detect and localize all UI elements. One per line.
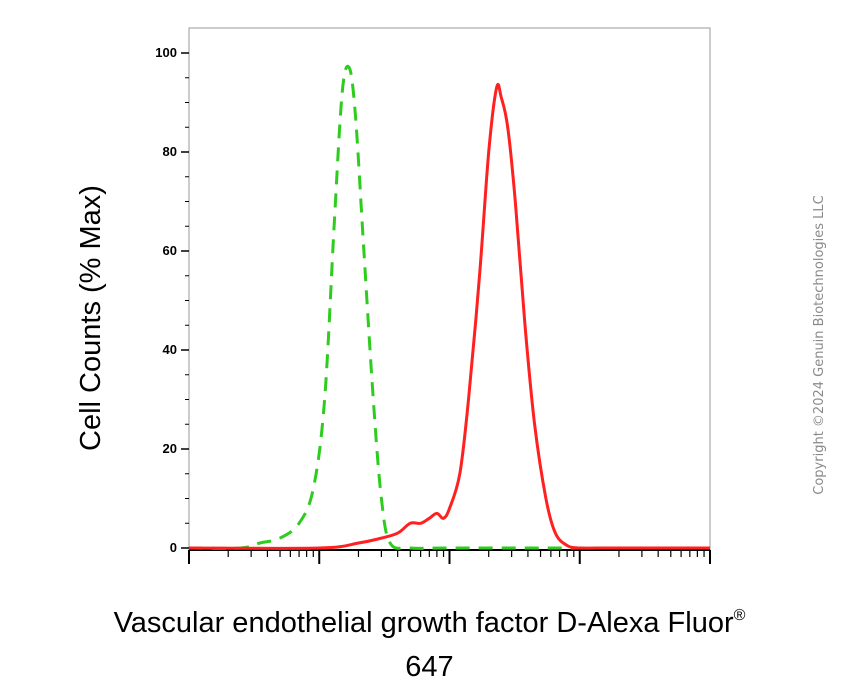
y-axis-label: Cell Counts (% Max): [75, 185, 107, 451]
x-axis-label-superscript: ®: [733, 607, 746, 624]
copyright-watermark: Copyright ©2024 Genuin Biotechnologies L…: [812, 195, 827, 494]
x-axis-label-text: Vascular endothelial growth factor D-Ale…: [113, 607, 734, 639]
y-tick-label: 100: [155, 45, 177, 60]
x-axis-label-line2: 647: [405, 651, 454, 683]
series-line-1: [188, 64, 710, 550]
x-axis-label: Vascular endothelial growth factor D-Ale…: [0, 594, 859, 689]
y-tick-label: 60: [163, 243, 177, 258]
series-line-2: [188, 82, 710, 550]
plot-border: [188, 27, 711, 551]
x-axis: [188, 550, 711, 564]
y-tick-label: 80: [163, 144, 177, 159]
y-tick-label: 0: [170, 540, 177, 555]
y-tick-label: 40: [163, 342, 177, 357]
y-axis: 0 20 40 60 80 100: [155, 45, 189, 555]
y-tick-label: 20: [163, 441, 177, 456]
series-group: [188, 64, 710, 550]
plot-frame: [188, 27, 711, 551]
